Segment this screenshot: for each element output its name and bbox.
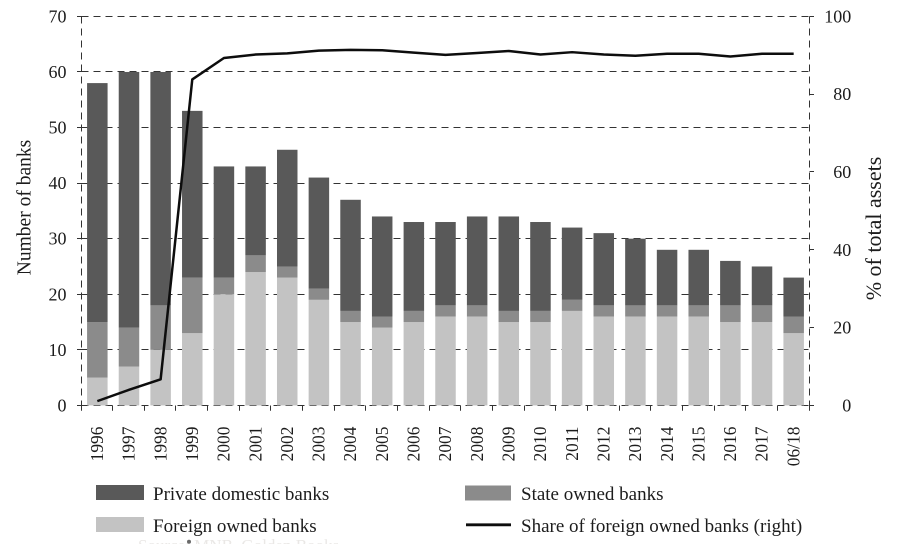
svg-text:2006: 2006 [404,426,424,461]
svg-text:60: 60 [49,62,67,82]
svg-text:2010: 2010 [530,426,550,461]
svg-text:2009: 2009 [499,427,519,462]
svg-text:Foreign owned banks: Foreign owned banks [153,516,317,537]
svg-text:06/18: 06/18 [783,426,803,466]
svg-text:State owned banks: State owned banks [521,484,663,505]
svg-text:70: 70 [49,6,67,26]
svg-text:2017: 2017 [752,426,772,461]
svg-text:2007: 2007 [435,426,455,461]
svg-text:Share of foreign owned banks (: Share of foreign owned banks (right) [521,516,802,537]
svg-text:2011: 2011 [562,427,582,461]
svg-text:10: 10 [49,340,67,360]
svg-text:40: 40 [833,240,851,260]
svg-text:20: 20 [49,284,67,304]
svg-text:80: 80 [833,84,851,104]
svg-text:1997: 1997 [119,426,139,461]
svg-text:Number of banks: Number of banks [15,140,36,275]
svg-text:2002: 2002 [277,427,297,462]
svg-text:1998: 1998 [150,426,170,461]
svg-text:0: 0 [842,395,851,415]
svg-text:100: 100 [824,6,851,26]
svg-text:30: 30 [49,229,67,249]
svg-text:1999: 1999 [182,427,202,462]
svg-text:0: 0 [58,395,67,415]
svg-text:2001: 2001 [245,427,265,462]
svg-text:2012: 2012 [593,427,613,462]
svg-text:Private domestic banks: Private domestic banks [153,484,329,505]
svg-text:% of total assets: % of total assets [861,157,886,301]
svg-text:2004: 2004 [340,426,360,461]
svg-text:2014: 2014 [657,426,677,461]
svg-text:20: 20 [833,318,851,338]
svg-text:50: 50 [49,118,67,138]
svg-text:2013: 2013 [625,426,645,461]
svg-text:2016: 2016 [720,426,740,461]
svg-text:60: 60 [833,162,851,182]
svg-text:2000: 2000 [214,426,234,461]
svg-text:2015: 2015 [688,426,708,461]
svg-text:1996: 1996 [87,426,107,461]
svg-text:40: 40 [49,173,67,193]
svg-text:2005: 2005 [372,426,392,461]
svg-text:2008: 2008 [467,426,487,461]
svg-text:2003: 2003 [309,426,329,461]
